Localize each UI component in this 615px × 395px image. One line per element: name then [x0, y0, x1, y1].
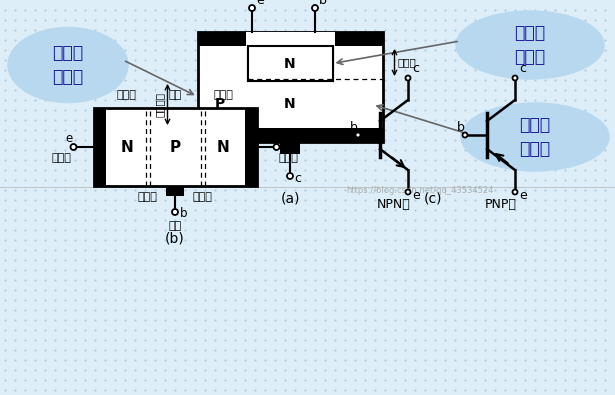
- Circle shape: [462, 132, 467, 137]
- Text: c: c: [280, 132, 287, 145]
- Ellipse shape: [461, 103, 609, 171]
- Circle shape: [172, 209, 178, 215]
- Text: e: e: [256, 0, 264, 7]
- Bar: [245, 108, 256, 186]
- Bar: [245, 32, 335, 46]
- Text: https://blog.csdn.net/qq_43534524: https://blog.csdn.net/qq_43534524: [346, 186, 494, 195]
- Circle shape: [249, 5, 255, 11]
- Circle shape: [71, 144, 76, 150]
- Text: c: c: [519, 62, 526, 75]
- Circle shape: [512, 190, 517, 194]
- Text: e: e: [519, 189, 527, 202]
- Text: 发射区
高掺杂: 发射区 高掺杂: [52, 44, 84, 86]
- Text: 发射结: 发射结: [138, 192, 157, 202]
- Bar: [93, 108, 106, 186]
- Text: N: N: [284, 98, 296, 111]
- Text: (b): (b): [165, 231, 185, 245]
- Text: P: P: [170, 139, 181, 154]
- Text: 集电区: 集电区: [213, 90, 234, 100]
- Bar: [338, 32, 355, 46]
- Text: 几百微米: 几百微米: [154, 92, 164, 117]
- Text: 几微米: 几微米: [397, 58, 416, 68]
- Text: 发射区: 发射区: [117, 90, 137, 100]
- Text: N: N: [284, 56, 296, 70]
- Text: N: N: [217, 139, 230, 154]
- Text: P: P: [215, 98, 224, 111]
- Text: N: N: [120, 139, 133, 154]
- Text: NPN型: NPN型: [377, 198, 411, 211]
- Circle shape: [355, 132, 360, 137]
- Text: 集电极: 集电极: [279, 153, 298, 163]
- Circle shape: [312, 5, 318, 11]
- Bar: [197, 128, 383, 142]
- Text: e: e: [66, 132, 73, 145]
- Bar: [197, 32, 383, 142]
- Text: (a): (a): [280, 191, 300, 205]
- Bar: [93, 108, 256, 186]
- Text: b: b: [350, 121, 358, 134]
- Bar: [247, 46, 333, 81]
- Text: 基区薄
低掺杂: 基区薄 低掺杂: [514, 24, 546, 66]
- Bar: [247, 46, 333, 81]
- Bar: [224, 32, 242, 46]
- Text: b: b: [457, 121, 465, 134]
- Text: b: b: [180, 207, 188, 220]
- Ellipse shape: [8, 28, 128, 102]
- Text: c: c: [294, 172, 301, 185]
- Ellipse shape: [456, 11, 604, 79]
- Text: 基极: 基极: [169, 221, 181, 231]
- Text: 基区: 基区: [169, 90, 181, 100]
- Text: 集电结: 集电结: [192, 192, 212, 202]
- Bar: [280, 142, 300, 154]
- Text: 集电区
低掺杂: 集电区 低掺杂: [520, 116, 550, 158]
- Circle shape: [287, 173, 293, 179]
- Circle shape: [512, 75, 517, 81]
- Text: c: c: [412, 62, 419, 75]
- Circle shape: [274, 144, 279, 150]
- Text: e: e: [412, 189, 420, 202]
- Text: (c): (c): [424, 191, 442, 205]
- Circle shape: [405, 75, 410, 81]
- Text: b: b: [319, 0, 327, 7]
- Bar: [197, 32, 383, 46]
- Bar: [166, 186, 184, 196]
- Text: PNP型: PNP型: [485, 198, 517, 211]
- Circle shape: [405, 190, 410, 194]
- Text: 发射极: 发射极: [52, 153, 71, 163]
